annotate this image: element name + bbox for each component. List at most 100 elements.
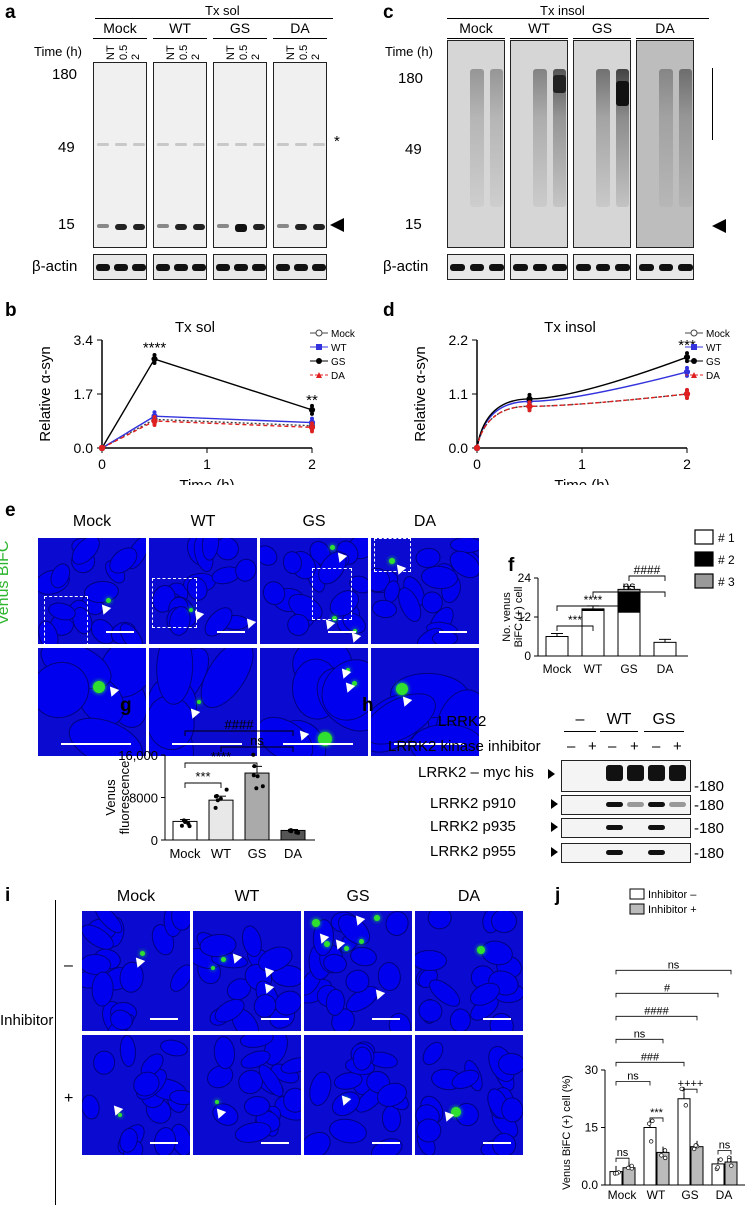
data-point bbox=[152, 353, 157, 358]
lane-label: 2 bbox=[190, 53, 203, 60]
group-line-wt bbox=[153, 38, 207, 39]
micrograph bbox=[415, 1035, 523, 1155]
blot-lrrk2-0 bbox=[561, 760, 691, 792]
x-tick-label: WT bbox=[584, 662, 603, 676]
micrograph bbox=[304, 911, 412, 1031]
venus-spot bbox=[477, 946, 485, 954]
sig-label: **** bbox=[211, 749, 231, 764]
data-point bbox=[251, 773, 256, 778]
blot-main-wt bbox=[153, 62, 207, 248]
arrow-marker bbox=[348, 632, 362, 644]
sig-bracket bbox=[556, 605, 630, 611]
band-monomer bbox=[312, 224, 326, 230]
column-label-wt: WT bbox=[190, 513, 216, 530]
nucleus bbox=[383, 911, 411, 938]
data-point bbox=[527, 408, 532, 413]
blot-actin-gs bbox=[573, 254, 631, 280]
x-tick-label: 2 bbox=[308, 456, 316, 472]
venus-spot bbox=[324, 941, 330, 947]
micrograph bbox=[38, 648, 146, 756]
legend-marker bbox=[316, 358, 322, 364]
lrrk2-group-line bbox=[600, 731, 638, 732]
scale-bar bbox=[439, 631, 467, 633]
data-point bbox=[151, 355, 158, 363]
blot-arrow bbox=[548, 769, 555, 779]
arrow-marker bbox=[98, 604, 112, 617]
inhibitor-sign: – bbox=[608, 738, 617, 755]
lrrk2-group-0: – bbox=[575, 711, 585, 728]
panel-a-mw-49: 49 bbox=[58, 139, 75, 156]
band-monomer bbox=[276, 224, 290, 228]
blot-actin-da bbox=[636, 254, 694, 280]
nucleus bbox=[212, 1035, 237, 1070]
bar-segment bbox=[545, 636, 569, 657]
nucleus bbox=[415, 949, 447, 972]
micrograph bbox=[82, 1035, 190, 1155]
band-oligomer bbox=[552, 75, 567, 93]
blot-main-da bbox=[636, 40, 694, 248]
band-actin bbox=[114, 264, 128, 271]
column-label-gs: GS bbox=[346, 888, 370, 905]
panel-h-row1-label: LRRK2 bbox=[438, 713, 487, 730]
y-axis-label: Relative α-syn bbox=[37, 346, 54, 441]
sig-label: **** bbox=[143, 340, 167, 357]
panel-c-label: c bbox=[383, 2, 394, 23]
venus-spot bbox=[93, 681, 105, 693]
panel-c-title-line bbox=[447, 18, 709, 19]
data-point bbox=[663, 1155, 668, 1161]
bar bbox=[622, 1167, 636, 1186]
data-point bbox=[679, 1086, 684, 1092]
x-tick-label: GS bbox=[620, 662, 637, 676]
band-actin bbox=[639, 264, 654, 271]
x-tick-label: Mock bbox=[169, 846, 201, 861]
sig-label: ns bbox=[634, 1028, 646, 1040]
y-tick-label: 0 bbox=[524, 649, 531, 663]
series-line-gs bbox=[101, 358, 313, 449]
sig-label: *** bbox=[195, 769, 210, 784]
venus-spot bbox=[211, 966, 215, 970]
band bbox=[606, 850, 623, 855]
lrrk2-group-2: GS bbox=[652, 711, 676, 728]
scale-bar bbox=[283, 743, 353, 745]
x-tick-label: DA bbox=[284, 846, 302, 861]
y-axis-label: BiFC (+) cell bbox=[513, 587, 525, 648]
arrow-marker bbox=[322, 619, 336, 632]
data-point bbox=[650, 1118, 655, 1123]
scale-bar bbox=[217, 631, 245, 633]
chart-title: Tx insol bbox=[544, 319, 596, 336]
micrograph bbox=[149, 538, 257, 644]
sig-label: ++++ bbox=[678, 1078, 704, 1090]
nucleus bbox=[449, 1007, 472, 1031]
scale-bar bbox=[261, 1142, 289, 1144]
band-monomer bbox=[234, 224, 248, 232]
group-label-da: DA bbox=[290, 20, 310, 36]
band-actin bbox=[513, 264, 528, 271]
legend-marker bbox=[690, 329, 698, 337]
blot-label-2: LRRK2 p935 bbox=[430, 818, 516, 835]
band-actin bbox=[174, 264, 188, 271]
data-point bbox=[685, 365, 689, 370]
band-nonspecific bbox=[96, 143, 110, 146]
band-monomer bbox=[96, 224, 110, 228]
nucleus bbox=[159, 1037, 190, 1059]
y-tick-label: 8000 bbox=[129, 791, 158, 806]
venus-spot bbox=[344, 1097, 348, 1101]
panel-c-actin-label: β-actin bbox=[383, 258, 429, 275]
data-point bbox=[152, 410, 157, 415]
group-label-gs: GS bbox=[591, 20, 613, 36]
venus-spot bbox=[215, 1100, 219, 1104]
venus-spot bbox=[140, 951, 145, 956]
data-point bbox=[215, 798, 220, 803]
legend-label: Inhibitor + bbox=[648, 904, 697, 916]
data-point bbox=[255, 774, 260, 779]
band bbox=[648, 850, 665, 855]
venus-spot bbox=[451, 1107, 461, 1117]
band-actin bbox=[614, 264, 630, 271]
sig-bracket bbox=[184, 762, 258, 768]
blot-mw-0: -180 bbox=[694, 778, 725, 795]
data-point bbox=[260, 784, 265, 789]
sig-bracket bbox=[592, 591, 666, 597]
nucleus bbox=[260, 541, 281, 571]
group-line-gs bbox=[213, 38, 267, 39]
band bbox=[669, 802, 686, 807]
